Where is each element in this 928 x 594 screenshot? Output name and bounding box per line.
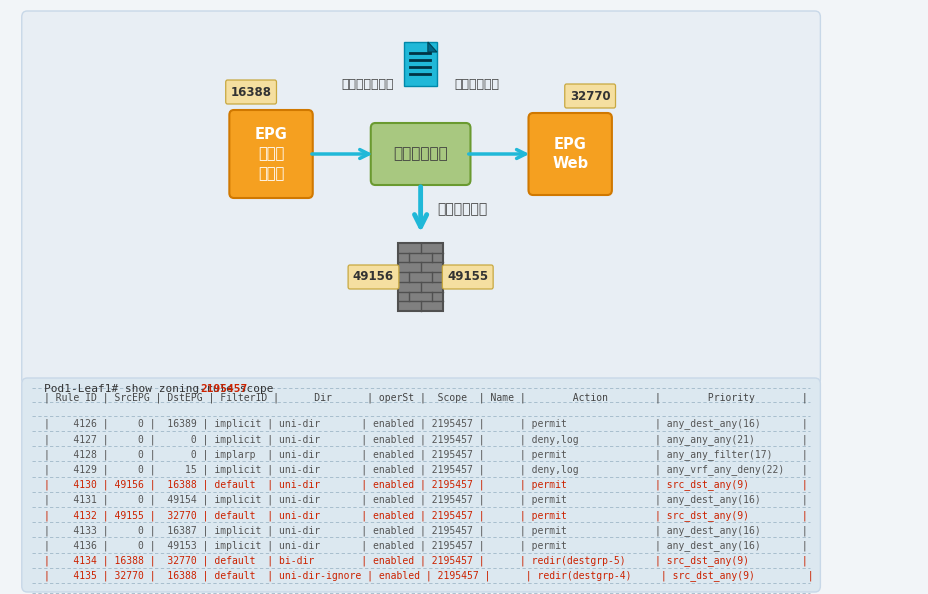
FancyBboxPatch shape xyxy=(442,265,493,289)
Text: EPG
クライ
アント: EPG クライ アント xyxy=(254,127,287,181)
FancyBboxPatch shape xyxy=(528,113,612,195)
Text: 49155: 49155 xyxy=(446,270,488,283)
FancyBboxPatch shape xyxy=(564,84,615,108)
FancyBboxPatch shape xyxy=(397,243,443,311)
Text: |    4126 |     0 |  16389 | implicit | uni-dir       | enabled | 2195457 |     : | 4126 | 0 | 16389 | implicit | uni-dir … xyxy=(44,419,806,429)
Text: |    4132 | 49155 |  32770 | default  | uni-dir       | enabled | 2195457 |     : | 4132 | 49155 | 32770 | default | uni-d… xyxy=(44,510,806,521)
FancyBboxPatch shape xyxy=(226,80,277,104)
FancyBboxPatch shape xyxy=(21,378,819,592)
Text: 2195457: 2195457 xyxy=(200,384,248,394)
Text: | Rule ID | SrcEPG | DstEPG | FilterID |      Dir      | operSt |  Scope  | Name: | Rule ID | SrcEPG | DstEPG | FilterID |… xyxy=(44,393,806,403)
FancyBboxPatch shape xyxy=(348,265,398,289)
Text: 16388: 16388 xyxy=(230,86,271,99)
Text: |    4135 | 32770 |  16388 | default  | uni-dir-ignore | enabled | 2195457 |    : | 4135 | 32770 | 16388 | default | uni-d… xyxy=(44,571,812,582)
FancyBboxPatch shape xyxy=(370,123,470,185)
Text: |    4127 |     0 |      0 | implicit | uni-dir       | enabled | 2195457 |     : | 4127 | 0 | 0 | implicit | uni-dir | en… xyxy=(44,434,806,445)
Text: コンシューマー: コンシューマー xyxy=(342,77,393,90)
Text: |    4130 | 49156 |  16388 | default  | uni-dir       | enabled | 2195457 |     : | 4130 | 49156 | 16388 | default | uni-d… xyxy=(44,479,806,490)
Text: |    4134 | 16388 |  32770 | default  | bi-dir        | enabled | 2195457 |     : | 4134 | 16388 | 32770 | default | bi-di… xyxy=(44,555,806,566)
Text: |    4129 |     0 |     15 | implicit | uni-dir       | enabled | 2195457 |     : | 4129 | 0 | 15 | implicit | uni-dir | e… xyxy=(44,464,806,475)
Text: Pod1-Leaf1# show zoning-rule scope: Pod1-Leaf1# show zoning-rule scope xyxy=(44,384,279,394)
Text: 32770: 32770 xyxy=(569,90,610,103)
FancyBboxPatch shape xyxy=(21,11,819,385)
Text: 49156: 49156 xyxy=(353,270,393,283)
FancyBboxPatch shape xyxy=(229,110,313,198)
Text: |    4136 |     0 |  49153 | implicit | uni-dir       | enabled | 2195457 |     : | 4136 | 0 | 49153 | implicit | uni-dir … xyxy=(44,540,806,551)
Text: |    4133 |     0 |  16387 | implicit | uni-dir       | enabled | 2195457 |     : | 4133 | 0 | 16387 | implicit | uni-dir … xyxy=(44,525,806,536)
Text: |    4131 |     0 |  49154 | implicit | uni-dir       | enabled | 2195457 |     : | 4131 | 0 | 49154 | implicit | uni-dir … xyxy=(44,495,806,505)
Text: プロバイダー: プロバイダー xyxy=(454,77,498,90)
Text: EPG
Web: EPG Web xyxy=(551,137,587,172)
FancyBboxPatch shape xyxy=(404,42,436,86)
Text: コントラクト: コントラクト xyxy=(393,147,447,162)
Polygon shape xyxy=(428,42,436,52)
Text: リダイレクト: リダイレクト xyxy=(436,203,486,216)
Text: |    4128 |     0 |      0 | implarp  | uni-dir       | enabled | 2195457 |     : | 4128 | 0 | 0 | implarp | uni-dir | ena… xyxy=(44,449,806,460)
